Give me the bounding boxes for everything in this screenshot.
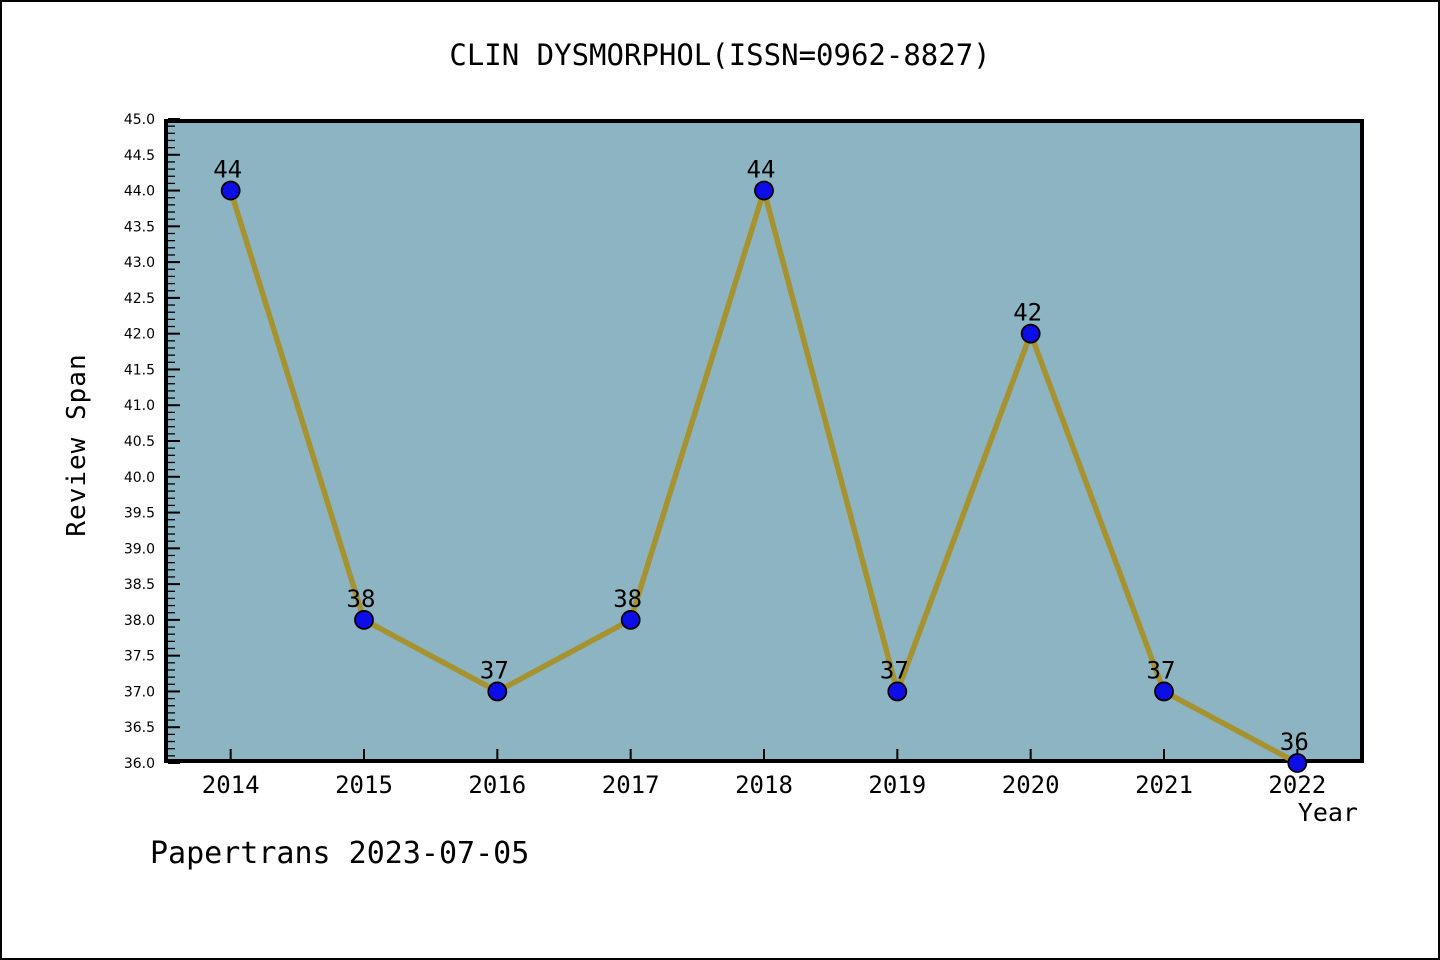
plot-border — [164, 119, 1364, 763]
data-point-label: 38 — [613, 585, 642, 613]
x-tick-label: 2018 — [735, 771, 793, 799]
data-point-label: 42 — [1013, 299, 1042, 327]
y-tick-label: 44.0 — [124, 184, 155, 200]
y-tick-label: 44.5 — [124, 148, 155, 164]
y-tick-label: 41.0 — [124, 398, 155, 414]
y-tick-label: 42.0 — [124, 327, 155, 343]
y-tick-label: 37.5 — [124, 649, 155, 665]
x-axis-label: Year — [1297, 798, 1358, 827]
y-tick-label: 42.5 — [124, 291, 155, 307]
y-tick-label: 43.5 — [124, 219, 155, 235]
x-tick-label: 2017 — [602, 771, 660, 799]
y-tick-label: 36.5 — [124, 720, 155, 736]
x-tick-label: 2015 — [335, 771, 393, 799]
y-tick-label: 39.5 — [124, 506, 155, 522]
x-tick-label: 2021 — [1135, 771, 1193, 799]
plot-background — [164, 119, 1364, 763]
y-tick-label: 36.0 — [124, 756, 155, 772]
data-point — [1154, 681, 1174, 702]
y-tick-label: 45.0 — [124, 112, 155, 128]
y-tick-label: 40.0 — [124, 470, 155, 486]
data-point — [354, 609, 374, 630]
y-tick-label: 38.5 — [124, 577, 155, 593]
data-point-label: 44 — [747, 156, 776, 184]
y-tick-label: 40.5 — [124, 434, 155, 450]
watermark-text: Papertrans 2023-07-05 — [150, 836, 530, 871]
x-tick-label: 2016 — [468, 771, 526, 799]
data-point — [887, 681, 908, 702]
data-point-label: 37 — [480, 656, 509, 684]
data-point-label: 44 — [213, 156, 242, 184]
data-point — [487, 681, 508, 702]
data-point — [220, 180, 241, 201]
data-point-label: 37 — [1147, 656, 1176, 684]
y-tick-label: 39.0 — [124, 541, 155, 557]
chart-title: CLIN DYSMORPHOL(ISSN=0962-8827) — [449, 38, 991, 72]
data-point — [1020, 323, 1041, 344]
x-tick-label: 2019 — [868, 771, 926, 799]
data-point-label: 37 — [880, 656, 909, 684]
data-point-label: 38 — [347, 585, 376, 613]
y-tick-label: 37.0 — [124, 684, 155, 700]
x-tick-label: 2022 — [1268, 771, 1326, 799]
x-tick-label: 2014 — [202, 771, 260, 799]
data-point-label: 36 — [1280, 728, 1309, 756]
x-tick-label: 2020 — [1002, 771, 1060, 799]
data-point — [754, 180, 774, 201]
y-tick-label: 43.0 — [124, 255, 155, 271]
y-tick-label: 41.5 — [124, 362, 155, 378]
data-point — [1287, 753, 1308, 773]
data-point — [620, 609, 641, 630]
y-tick-label: 38.0 — [124, 613, 155, 629]
